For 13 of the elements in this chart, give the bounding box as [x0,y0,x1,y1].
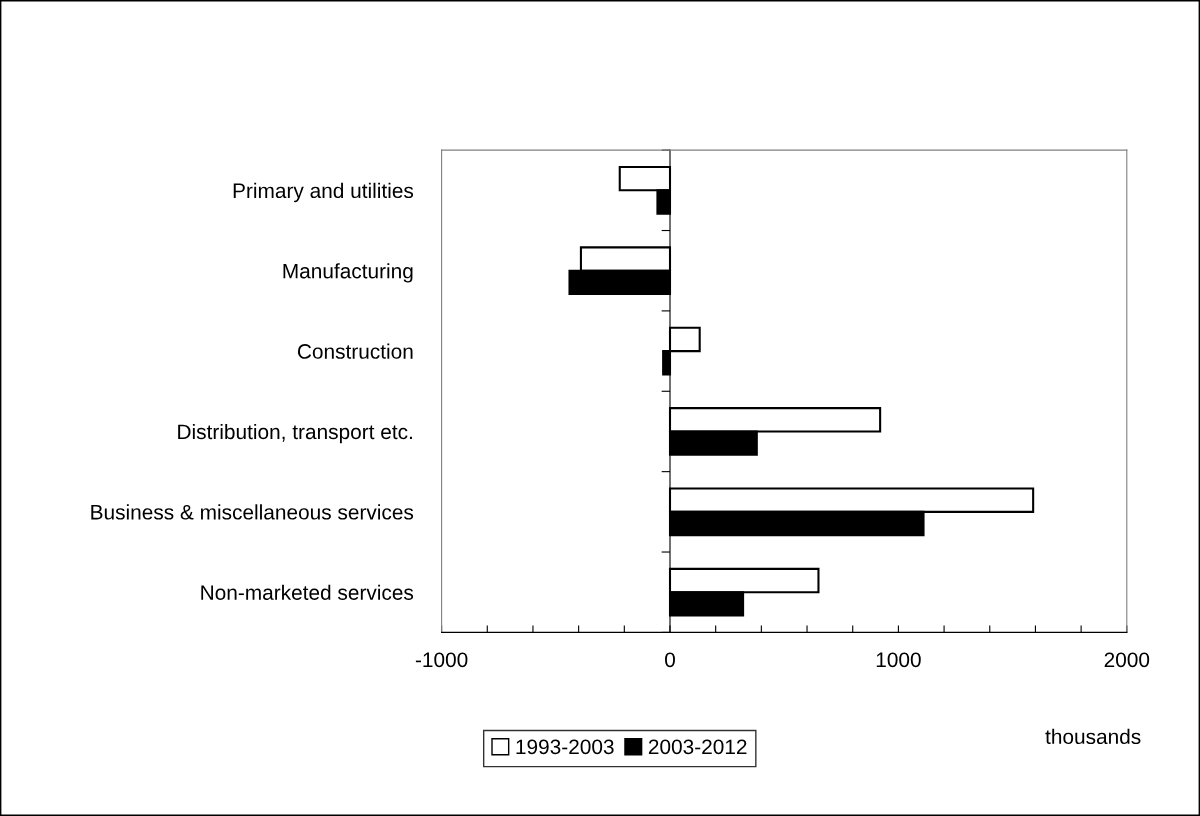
x-axis-title: thousands [1045,728,1141,745]
x-tick-label: 2000 [1104,652,1150,668]
x-tick-label: -1000 [415,652,468,668]
x-tick-label: 0 [665,652,675,668]
legend-label: 2003-2012 [648,739,747,755]
y-tick-label: Non-marketed services [201,584,414,600]
y-tick-label: Primary and utilities [233,182,414,203]
y-tick-label: Manufacturing [283,263,413,283]
y-tick-label: Distribution, transport etc. [178,423,412,444]
x-tick-label: 1000 [876,652,921,668]
legend-label: 1993-2003 [516,739,614,755]
y-tick-label: Construction [297,343,413,359]
y-tick-label: Business & miscellaneous services [91,504,414,520]
